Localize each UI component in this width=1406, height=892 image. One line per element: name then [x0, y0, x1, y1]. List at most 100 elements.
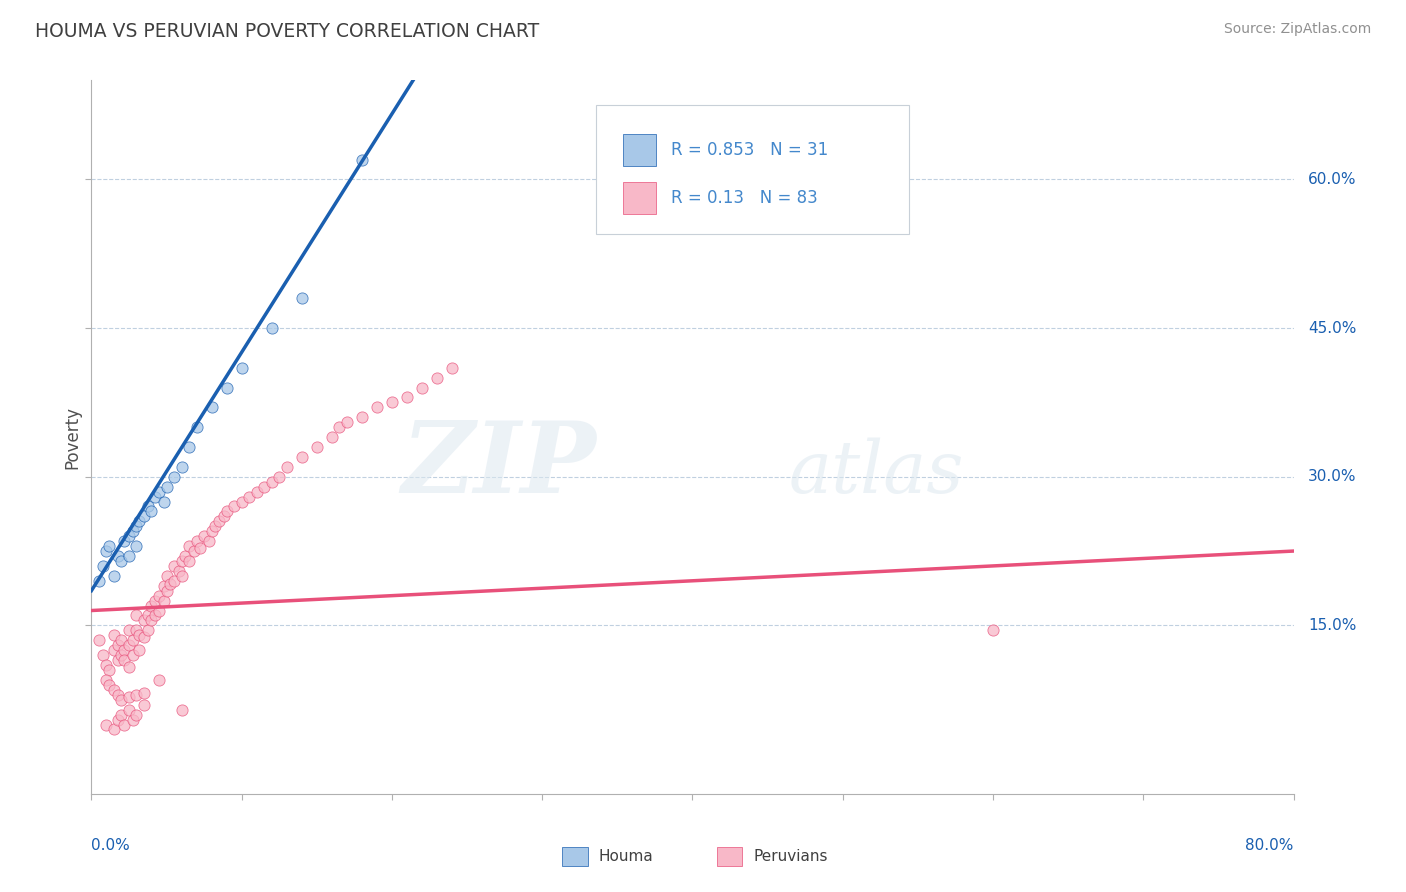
Text: R = 0.853   N = 31: R = 0.853 N = 31: [671, 141, 828, 159]
Point: [201, 401, 224, 415]
Point: [143, 593, 166, 607]
Text: 80.0%: 80.0%: [1246, 838, 1294, 854]
Point: [208, 514, 231, 528]
Point: [122, 524, 145, 539]
Y-axis label: Poverty: Poverty: [63, 406, 82, 468]
Point: [96, 673, 118, 687]
Point: [132, 509, 155, 524]
Point: [148, 673, 170, 687]
Point: [177, 440, 200, 454]
Point: [110, 692, 132, 706]
Point: [125, 608, 148, 623]
Point: [163, 469, 186, 483]
Point: [276, 459, 298, 474]
Point: [128, 628, 150, 642]
Point: [440, 360, 463, 375]
Point: [141, 614, 163, 628]
Point: [148, 589, 170, 603]
Point: [125, 707, 148, 722]
Point: [103, 723, 125, 737]
Point: [215, 380, 238, 394]
Point: [152, 593, 174, 607]
Point: [114, 534, 136, 549]
Text: atlas: atlas: [789, 437, 965, 508]
Point: [321, 430, 343, 444]
Point: [152, 494, 174, 508]
Point: [155, 480, 177, 494]
Point: [107, 638, 129, 652]
Point: [96, 544, 118, 558]
Point: [110, 633, 132, 648]
Point: [110, 554, 132, 568]
Point: [163, 558, 186, 573]
Point: [177, 554, 200, 568]
Point: [366, 401, 388, 415]
Point: [118, 660, 141, 674]
Point: [110, 648, 132, 662]
Point: [381, 395, 404, 409]
Point: [98, 678, 121, 692]
Point: [118, 529, 141, 543]
Point: [107, 653, 129, 667]
Point: [96, 717, 118, 731]
Point: [118, 638, 141, 652]
Point: [204, 519, 226, 533]
Point: [128, 643, 150, 657]
Text: R = 0.13   N = 83: R = 0.13 N = 83: [671, 189, 817, 207]
Point: [212, 509, 235, 524]
Point: [87, 574, 110, 588]
Point: [93, 558, 115, 573]
Point: [114, 643, 136, 657]
Point: [411, 380, 433, 394]
Point: [132, 686, 155, 700]
Point: [141, 504, 163, 518]
Point: [350, 153, 373, 167]
Point: [260, 475, 283, 489]
Point: [170, 554, 193, 568]
Point: [253, 480, 276, 494]
Point: [291, 450, 314, 464]
Point: [118, 624, 141, 638]
Point: [118, 703, 141, 717]
Point: [186, 420, 208, 434]
Point: [328, 420, 350, 434]
Text: 45.0%: 45.0%: [1308, 320, 1357, 335]
Point: [103, 628, 125, 642]
Text: Peruvians: Peruvians: [754, 849, 828, 863]
Point: [107, 713, 129, 727]
Point: [141, 599, 163, 613]
Point: [173, 549, 195, 563]
Point: [215, 504, 238, 518]
Point: [186, 534, 208, 549]
Point: [114, 717, 136, 731]
Point: [118, 690, 141, 704]
Point: [305, 440, 328, 454]
Point: [193, 529, 215, 543]
Text: Source: ZipAtlas.com: Source: ZipAtlas.com: [1223, 22, 1371, 37]
Point: [197, 534, 219, 549]
Point: [122, 633, 145, 648]
Bar: [623, 182, 657, 214]
Point: [143, 608, 166, 623]
Point: [224, 500, 246, 514]
Point: [114, 653, 136, 667]
Point: [201, 524, 224, 539]
Point: [269, 469, 291, 483]
Point: [395, 391, 418, 405]
Point: [98, 663, 121, 677]
Bar: [623, 134, 657, 166]
Point: [148, 603, 170, 617]
Point: [155, 583, 177, 598]
FancyBboxPatch shape: [596, 105, 908, 234]
Point: [125, 624, 148, 638]
Point: [981, 624, 1004, 638]
Point: [291, 291, 314, 305]
Point: [87, 633, 110, 648]
Point: [103, 643, 125, 657]
Point: [188, 541, 211, 555]
Text: Houma: Houma: [599, 849, 654, 863]
Point: [110, 707, 132, 722]
Point: [155, 569, 177, 583]
Point: [152, 579, 174, 593]
Point: [260, 321, 283, 335]
